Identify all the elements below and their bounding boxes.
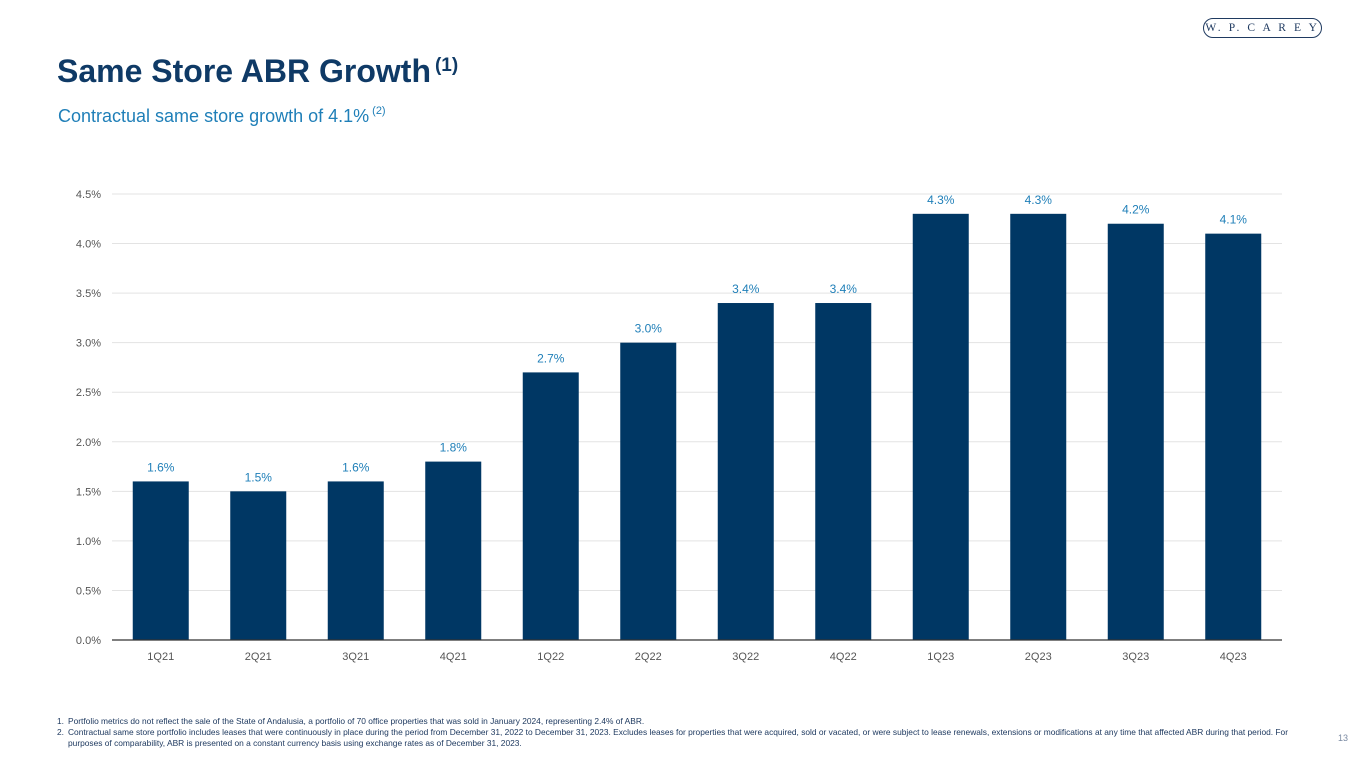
y-tick-label: 4.0%: [76, 239, 101, 251]
bar-1q23: [912, 213, 969, 641]
bar-1q22: [522, 372, 579, 640]
bar-3q21: [327, 481, 384, 640]
footnote-1: 1. Portfolio metrics do not reflect the s…: [57, 716, 1322, 727]
x-tick-label: 2Q21: [245, 651, 272, 663]
y-tick-label: 3.0%: [76, 338, 101, 350]
bar-4q21: [425, 461, 482, 640]
bar-1q21: [132, 481, 189, 640]
x-tick-label: 3Q23: [1122, 651, 1149, 663]
data-label: 3.4%: [732, 282, 760, 296]
footnotes: 1. Portfolio metrics do not reflect the s…: [57, 716, 1322, 749]
data-label: 3.0%: [635, 322, 663, 336]
y-tick-label: 0.0%: [76, 635, 101, 647]
bar-chart: 0.0% 0.5% 1.0% 1.5% 2.0% 2.5% 3.0% 3.5% 4.0% 4.5%…: [76, 189, 1282, 663]
data-label: 4.2%: [1122, 203, 1150, 217]
page-number: 13: [1338, 733, 1349, 743]
x-tick-label: 4Q23: [1220, 651, 1247, 663]
x-tick-label: 2Q22: [635, 651, 662, 663]
page-subtitle-text: Contractual same store growth of 4.1%: [58, 106, 370, 126]
subtitle-footnote-ref: (2): [372, 105, 386, 117]
bar-2q22: [620, 342, 677, 640]
x-tick-label: 3Q21: [342, 651, 369, 663]
data-label: 1.5%: [245, 470, 273, 484]
x-tick-label: 1Q21: [147, 651, 174, 663]
footnote-2-number: 2.: [57, 727, 64, 737]
x-tick-label: 2Q23: [1025, 651, 1052, 663]
bar-2q23: [1010, 213, 1067, 641]
data-label: 2.7%: [537, 351, 565, 365]
data-label: 1.8%: [440, 441, 468, 455]
bar-4q23: [1205, 233, 1262, 640]
x-tick-label: 4Q21: [440, 651, 467, 663]
y-tick-label: 2.0%: [76, 437, 101, 449]
x-tick-label: 4Q22: [830, 651, 857, 663]
page-title: Same Store ABR Growth (1): [57, 53, 458, 90]
y-tick-label: 0.5%: [76, 585, 101, 597]
footnote-2-text: Contractual same store portfolio include…: [68, 727, 1288, 748]
page-subtitle: Contractual same store growth of 4.1% (2): [58, 105, 386, 127]
x-tick-label: 1Q23: [927, 651, 954, 663]
y-tick-label: 4.5%: [76, 189, 101, 201]
data-label: 4.1%: [1220, 213, 1248, 227]
bar-3q23: [1107, 223, 1164, 640]
y-tick-label: 2.5%: [76, 387, 101, 399]
data-label: 1.6%: [147, 460, 175, 474]
bar-2q21: [230, 491, 287, 640]
y-tick-label: 1.5%: [76, 486, 101, 498]
data-label: 3.4%: [830, 282, 858, 296]
data-label: 4.3%: [1025, 193, 1053, 207]
y-tick-label: 1.0%: [76, 536, 101, 548]
x-tick-label: 1Q22: [537, 651, 564, 663]
y-tick-label: 3.5%: [76, 288, 101, 300]
footnote-1-number: 1.: [57, 716, 64, 726]
data-label: 4.3%: [927, 193, 955, 207]
footnote-2: 2. Contractual same store portfolio inclu…: [57, 727, 1322, 749]
title-footnote-ref: (1): [434, 55, 459, 76]
bar-4q22: [815, 303, 872, 640]
x-tick-label: 3Q22: [732, 651, 759, 663]
bar-3q22: [717, 303, 774, 640]
footnote-1-text: Portfolio metrics do not reflect the sal…: [68, 716, 645, 726]
wp-carey-logo: W. P. C A R E Y: [1203, 18, 1322, 38]
page-title-text: Same Store ABR Growth: [57, 53, 431, 89]
data-label: 1.6%: [342, 460, 370, 474]
